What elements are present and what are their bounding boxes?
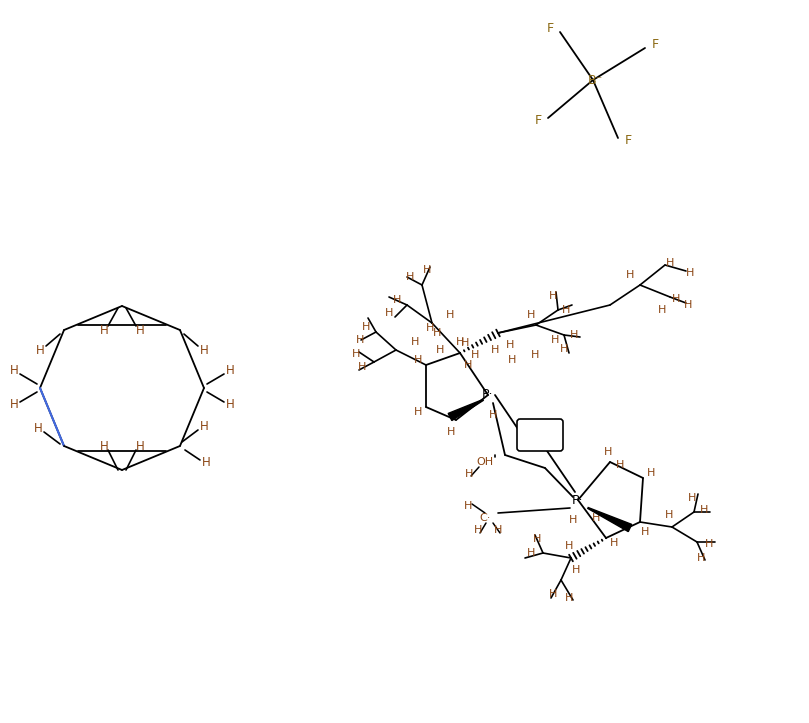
Text: H: H: [489, 410, 498, 420]
Text: H: H: [423, 265, 431, 275]
Text: H: H: [549, 291, 557, 301]
Text: H: H: [527, 548, 536, 558]
Text: H: H: [465, 469, 473, 479]
Text: H: H: [464, 501, 472, 511]
Text: H: H: [34, 422, 42, 435]
Text: H: H: [684, 300, 693, 310]
Text: F: F: [535, 114, 541, 127]
Text: P·: P·: [572, 494, 584, 507]
Text: H: H: [201, 456, 210, 469]
Text: H: H: [356, 335, 364, 345]
Text: H: H: [10, 364, 19, 377]
Text: H: H: [406, 272, 414, 282]
Text: H: H: [560, 344, 568, 354]
Text: H: H: [433, 328, 441, 338]
Text: H: H: [455, 337, 464, 347]
Text: H: H: [700, 505, 708, 515]
Text: H: H: [549, 589, 557, 599]
Text: H: H: [570, 330, 578, 340]
Text: H: H: [671, 294, 680, 304]
Text: OH: OH: [477, 457, 493, 467]
Text: H: H: [626, 270, 634, 280]
Text: H: H: [493, 525, 502, 535]
Text: H: H: [200, 421, 209, 434]
Text: C·: C·: [479, 513, 491, 523]
Text: H: H: [533, 534, 541, 544]
Text: H: H: [565, 593, 574, 603]
Text: H: H: [362, 322, 371, 332]
Text: H: H: [688, 493, 697, 503]
Text: H: H: [569, 515, 577, 525]
Text: H: H: [461, 338, 469, 348]
Text: H: H: [705, 539, 714, 549]
Text: H: H: [414, 355, 422, 365]
Text: H: H: [531, 350, 539, 360]
Text: H: H: [616, 460, 625, 470]
Text: H: H: [572, 565, 580, 575]
Text: H: H: [447, 427, 455, 437]
Text: H: H: [592, 513, 600, 523]
Text: H: H: [393, 295, 401, 305]
Text: H: H: [508, 355, 516, 365]
Text: H: H: [352, 349, 360, 359]
Text: Rh: Rh: [530, 428, 550, 442]
Polygon shape: [588, 508, 632, 531]
Text: H: H: [471, 350, 479, 360]
FancyBboxPatch shape: [517, 419, 563, 451]
Text: H: H: [604, 447, 612, 457]
Text: H: H: [464, 360, 472, 370]
Text: H: H: [36, 343, 44, 356]
Text: H: H: [414, 407, 422, 417]
Text: H: H: [436, 345, 444, 355]
Polygon shape: [448, 400, 483, 421]
Text: F: F: [546, 22, 553, 35]
Text: H: H: [658, 305, 666, 315]
Text: F: F: [651, 38, 659, 51]
Text: H: H: [506, 340, 515, 350]
Text: H: H: [136, 323, 144, 336]
Text: P·: P·: [482, 388, 493, 401]
Text: B⁻: B⁻: [587, 74, 603, 87]
Text: H: H: [565, 541, 574, 551]
Text: H: H: [491, 345, 499, 355]
Text: H: H: [100, 323, 108, 336]
Text: H: H: [610, 538, 618, 548]
Text: H: H: [561, 305, 570, 315]
Text: H: H: [426, 323, 434, 333]
Text: H: H: [446, 310, 454, 320]
Text: H: H: [697, 553, 705, 563]
Text: H: H: [474, 525, 482, 535]
Text: H: H: [641, 527, 649, 537]
Text: H: H: [666, 258, 674, 268]
Text: H: H: [385, 308, 393, 318]
Text: H: H: [200, 343, 209, 356]
Text: H: H: [665, 510, 673, 520]
Text: H: H: [527, 310, 536, 320]
Text: H: H: [686, 268, 694, 278]
Text: H: H: [226, 364, 235, 377]
Text: H: H: [647, 468, 655, 478]
Text: H: H: [100, 440, 108, 453]
Text: H: H: [136, 440, 144, 453]
Text: H: H: [551, 335, 559, 345]
Text: H: H: [10, 398, 19, 411]
Text: H: H: [358, 362, 366, 372]
Text: H: H: [411, 337, 419, 347]
Text: F: F: [625, 134, 632, 147]
Text: H: H: [226, 398, 235, 411]
